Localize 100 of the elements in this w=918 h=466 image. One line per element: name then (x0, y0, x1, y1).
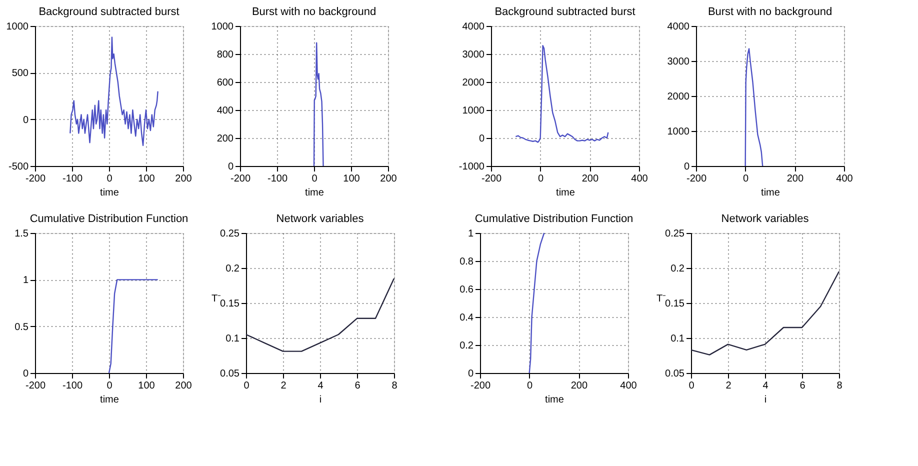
y-tick-label: 1.5 (14, 228, 29, 240)
y-tick-label: 2000 (667, 92, 690, 102)
y-tick-label: -1000 (458, 162, 485, 172)
x-tick-label: 400 (620, 380, 638, 392)
x-tick-label: -100 (62, 380, 83, 392)
x-tick-label: -200 (481, 174, 502, 184)
y-tick-label: 0.1 (226, 334, 240, 344)
line-series (515, 45, 609, 143)
x-tick-label: 6 (354, 380, 361, 392)
chart-title: Network variables (276, 213, 364, 225)
line-series (690, 270, 840, 356)
line-series (108, 279, 158, 374)
y-tick-label: 600 (216, 78, 234, 88)
x-tick-label: 400 (836, 174, 854, 184)
y-tick-label: 500 (12, 68, 29, 80)
y-tick-label: 4000 (462, 22, 485, 32)
line-series (744, 48, 764, 167)
x-tick-label: 200 (582, 174, 599, 184)
x-tick-label: 2 (280, 380, 287, 392)
y-tick-label: 4000 (667, 22, 690, 32)
y-tick-label: 0 (478, 134, 485, 144)
y-tick-label: 800 (216, 50, 234, 60)
y-tick-label: 0.15 (220, 298, 240, 310)
y-tick-label: 1000 (462, 106, 485, 116)
y-tick-label: 0.2 (460, 340, 474, 352)
x-tick-label: 100 (138, 174, 156, 184)
x-axis-title: time (761, 188, 780, 198)
y-tick-label: 0.15 (665, 298, 685, 310)
x-tick-label: -200 (470, 380, 491, 392)
line-series (70, 36, 158, 146)
x-axis-title: time (305, 188, 324, 198)
chart-title: Background subtracted burst (494, 6, 636, 18)
chart-title: Network variables (721, 213, 810, 225)
y-tick-label: 0 (22, 114, 29, 126)
x-axis-title: i (319, 394, 322, 406)
x-axis-title: time (100, 188, 120, 198)
chart-title: Cumulative Distribution Function (30, 213, 188, 225)
y-tick-label: 200 (216, 134, 234, 144)
x-tick-label: 100 (138, 380, 156, 392)
x-tick-label: -200 (25, 380, 46, 392)
y-tick-label: 0 (684, 162, 690, 172)
y-tick-label: 1 (22, 275, 29, 286)
x-tick-label: 0 (106, 380, 113, 392)
x-tick-label: 200 (786, 174, 804, 184)
x-tick-label: 0 (527, 380, 534, 392)
x-tick-label: -200 (686, 174, 707, 184)
line-series (245, 278, 395, 352)
x-tick-label: 200 (175, 380, 192, 392)
y-tick-label: 0.25 (665, 228, 685, 240)
chart-title: Burst with no background (252, 6, 376, 18)
y-tick-label: 1 (468, 228, 474, 240)
y-axis-title: T⁻ (656, 294, 667, 304)
x-axis-title: time (556, 188, 576, 198)
x-axis-title: time (100, 394, 120, 406)
chart-title: Burst with no background (708, 6, 832, 18)
y-tick-label: 0.05 (665, 368, 685, 380)
x-tick-label: 400 (631, 174, 648, 184)
y-tick-label: -500 (8, 162, 29, 172)
x-tick-label: 0 (106, 174, 113, 184)
chart-title: Cumulative Distribution Function (474, 213, 634, 225)
x-tick-label: 4 (318, 380, 324, 392)
y-tick-label: 1000 (667, 126, 690, 138)
x-tick-label: 0 (312, 174, 318, 184)
y-tick-label: 3000 (462, 50, 485, 60)
y-tick-label: 1000 (6, 22, 29, 32)
x-tick-label: 6 (800, 380, 806, 392)
y-tick-label: 0.8 (460, 256, 474, 268)
y-tick-label: 0.5 (14, 322, 29, 333)
x-axis-title: time (545, 394, 564, 406)
x-tick-label: -100 (62, 174, 83, 184)
x-tick-label: 100 (343, 174, 360, 184)
x-tick-label: 4 (762, 380, 769, 392)
x-tick-label: 200 (175, 174, 192, 184)
y-tick-label: 0.4 (460, 312, 474, 324)
x-tick-label: -200 (230, 174, 251, 184)
y-tick-label: 0.6 (460, 284, 474, 296)
x-tick-label: 0 (743, 174, 750, 184)
y-tick-label: 2000 (462, 78, 485, 88)
y-tick-label: 1000 (211, 22, 234, 32)
line-series (313, 42, 324, 167)
x-tick-label: 0 (244, 380, 250, 392)
x-tick-label: 2 (726, 380, 732, 392)
y-tick-label: 0.1 (670, 334, 685, 344)
y-tick-label: 0.2 (226, 264, 240, 274)
x-tick-label: -200 (25, 174, 46, 184)
x-tick-label: -100 (267, 174, 288, 184)
y-tick-label: 3000 (667, 56, 690, 68)
x-tick-label: 200 (570, 380, 588, 392)
y-tick-label: 0.05 (220, 368, 240, 380)
x-tick-label: 200 (380, 174, 398, 184)
y-tick-label: 0 (468, 368, 474, 380)
x-tick-label: 8 (392, 380, 398, 392)
y-tick-label: 0 (228, 162, 234, 172)
x-axis-title: i (764, 394, 767, 406)
y-tick-label: 0.2 (670, 264, 685, 274)
y-tick-label: 400 (216, 106, 234, 116)
x-tick-label: 8 (836, 380, 843, 392)
chart-title: Background subtracted burst (38, 6, 180, 18)
y-tick-label: 0.25 (220, 228, 240, 240)
x-tick-label: 0 (538, 174, 544, 184)
